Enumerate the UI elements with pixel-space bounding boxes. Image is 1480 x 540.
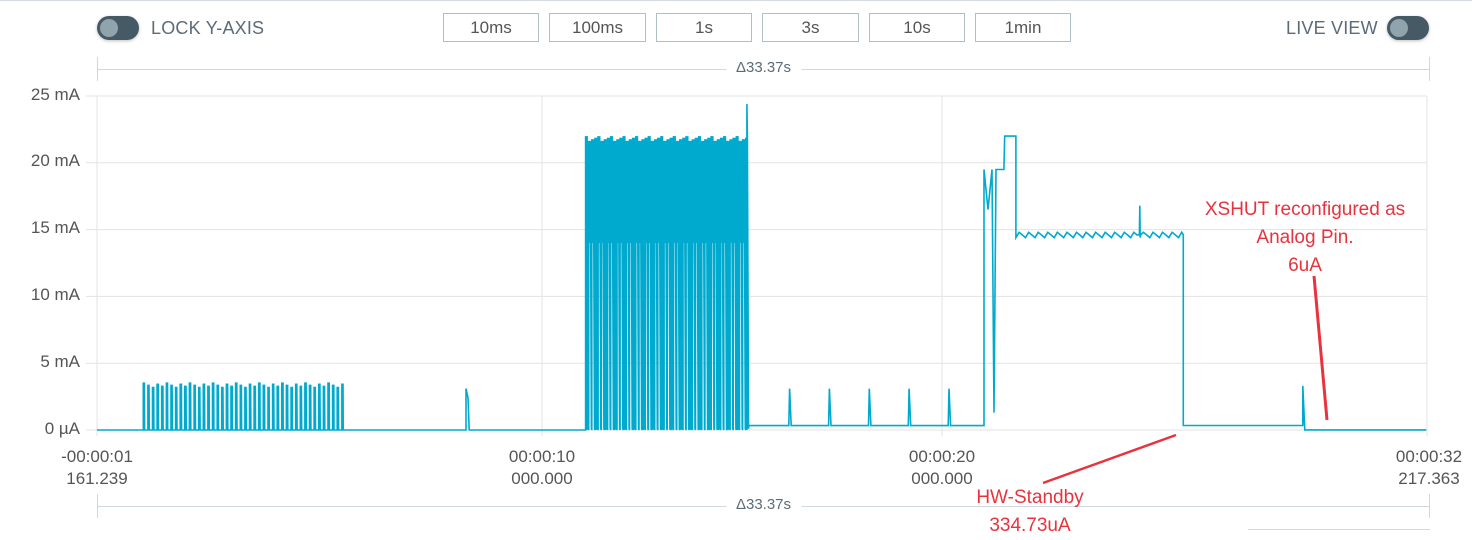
x-tick-start: -00:00:01 161.239 (37, 446, 157, 490)
x-tick-ms: 217.363 (1398, 469, 1460, 488)
y-tick-10ma: 10 mA (30, 285, 80, 304)
x-tick-time: 00:00:20 (908, 447, 976, 466)
y-tick-15ma: 15 mA (30, 218, 80, 237)
annotation-xshut: XSHUT reconfigured as Analog Pin. 6uA (1180, 196, 1430, 280)
range-handle-left[interactable] (97, 57, 98, 81)
lock-y-axis-label: LOCK Y-AXIS (151, 18, 265, 38)
scroll-track (1248, 529, 1430, 530)
x-tick-end: 00:00:32 217.363 (1369, 446, 1480, 490)
x-tick-20s: 00:00:20 000.000 (882, 446, 1002, 490)
live-view-toggle[interactable] (1387, 16, 1429, 40)
y-tick-5ma: 5 mA (40, 352, 80, 371)
annotation-line: 334.73uA (989, 515, 1071, 536)
x-tick-ms: 161.239 (66, 469, 128, 488)
y-tick-0ua: 0 µA (44, 419, 80, 438)
top-border (0, 0, 1472, 1)
bottom-range-selector[interactable]: Δ33.37s (97, 494, 1430, 518)
annotation-hw-standby: HW-Standby 334.73uA (955, 484, 1105, 540)
y-tick-20ma: 20 mA (30, 151, 80, 170)
top-range-selector[interactable]: Δ33.37s (97, 57, 1430, 81)
annotation-line: Analog Pin. (1256, 227, 1354, 248)
x-tick-time: -00:00:01 (61, 447, 133, 466)
range-duration: Δ33.37s (725, 496, 802, 513)
annotation-line: 6uA (1288, 255, 1322, 276)
time-button-3s[interactable]: 3s (762, 13, 859, 42)
toggle-knob (100, 19, 118, 37)
y-tick-25ma: 25 mA (30, 85, 80, 104)
live-view-label: LIVE VIEW (1286, 18, 1378, 38)
range-handle-right[interactable] (1429, 57, 1430, 81)
x-tick-ms: 000.000 (511, 469, 573, 488)
lock-y-axis-toggle[interactable] (97, 16, 139, 40)
range-handle-right[interactable] (1429, 494, 1430, 518)
x-tick-time: 00:00:10 (508, 447, 576, 466)
annotation-line: HW-Standby (976, 487, 1084, 508)
range-handle-left[interactable] (97, 494, 98, 518)
time-button-10ms[interactable]: 10ms (443, 13, 539, 42)
x-tick-10s: 00:00:10 000.000 (482, 446, 602, 490)
time-button-1s[interactable]: 1s (656, 13, 752, 42)
toggle-knob (1390, 19, 1408, 37)
time-button-100ms[interactable]: 100ms (549, 13, 646, 42)
annotation-line: XSHUT reconfigured as (1204, 199, 1406, 220)
x-tick-time: 00:00:32 (1395, 447, 1463, 466)
x-tick-ms: 000.000 (911, 469, 973, 488)
time-button-10s[interactable]: 10s (869, 13, 965, 42)
time-button-1min[interactable]: 1min (975, 13, 1071, 42)
range-duration: Δ33.37s (725, 59, 802, 76)
